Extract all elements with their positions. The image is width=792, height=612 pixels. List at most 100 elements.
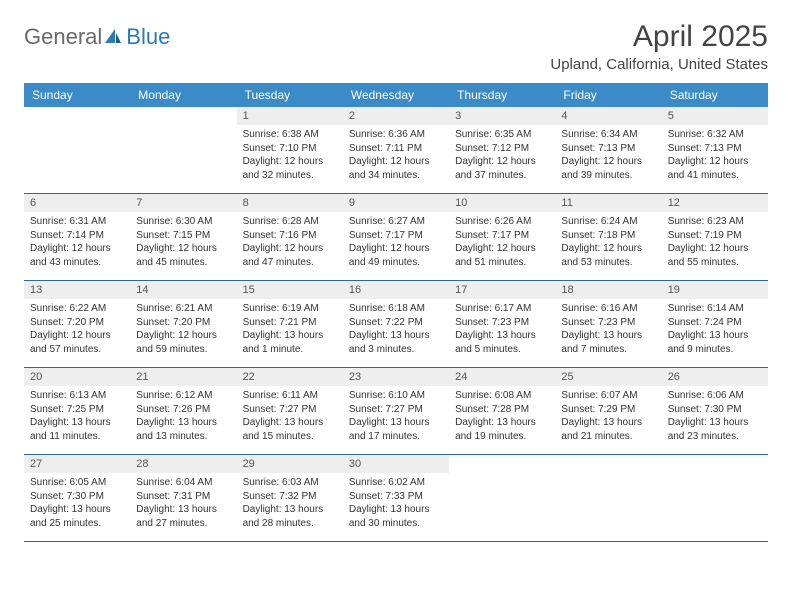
calendar-day: 1Sunrise: 6:38 AMSunset: 7:10 PMDaylight… — [237, 107, 343, 193]
logo: General Blue — [24, 24, 170, 50]
day-header: Saturday — [662, 83, 768, 107]
calendar-day — [24, 107, 130, 193]
day-content: Sunrise: 6:02 AMSunset: 7:33 PMDaylight:… — [343, 473, 449, 533]
sunrise-text: Sunrise: 6:31 AM — [30, 215, 124, 229]
day-header: Thursday — [449, 83, 555, 107]
sunset-text: Sunset: 7:14 PM — [30, 229, 124, 243]
calendar-day: 8Sunrise: 6:28 AMSunset: 7:16 PMDaylight… — [237, 194, 343, 280]
daylight-text: Daylight: 13 hours and 21 minutes. — [561, 416, 655, 443]
day-header: Monday — [130, 83, 236, 107]
sunrise-text: Sunrise: 6:38 AM — [243, 128, 337, 142]
calendar-day: 28Sunrise: 6:04 AMSunset: 7:31 PMDayligh… — [130, 455, 236, 541]
calendar-day — [449, 455, 555, 541]
day-content: Sunrise: 6:23 AMSunset: 7:19 PMDaylight:… — [662, 212, 768, 272]
calendar-week: 1Sunrise: 6:38 AMSunset: 7:10 PMDaylight… — [24, 107, 768, 194]
daylight-text: Daylight: 13 hours and 15 minutes. — [243, 416, 337, 443]
sunrise-text: Sunrise: 6:19 AM — [243, 302, 337, 316]
sunset-text: Sunset: 7:18 PM — [561, 229, 655, 243]
day-content: Sunrise: 6:13 AMSunset: 7:25 PMDaylight:… — [24, 386, 130, 446]
day-number: 28 — [130, 455, 236, 473]
day-content: Sunrise: 6:11 AMSunset: 7:27 PMDaylight:… — [237, 386, 343, 446]
day-content: Sunrise: 6:38 AMSunset: 7:10 PMDaylight:… — [237, 125, 343, 185]
sunset-text: Sunset: 7:30 PM — [30, 490, 124, 504]
sunset-text: Sunset: 7:20 PM — [136, 316, 230, 330]
sunrise-text: Sunrise: 6:22 AM — [30, 302, 124, 316]
day-content: Sunrise: 6:12 AMSunset: 7:26 PMDaylight:… — [130, 386, 236, 446]
sunset-text: Sunset: 7:29 PM — [561, 403, 655, 417]
sunset-text: Sunset: 7:22 PM — [349, 316, 443, 330]
day-content — [130, 113, 236, 119]
sunrise-text: Sunrise: 6:07 AM — [561, 389, 655, 403]
sunrise-text: Sunrise: 6:21 AM — [136, 302, 230, 316]
sunrise-text: Sunrise: 6:14 AM — [668, 302, 762, 316]
calendar-day: 23Sunrise: 6:10 AMSunset: 7:27 PMDayligh… — [343, 368, 449, 454]
day-content: Sunrise: 6:21 AMSunset: 7:20 PMDaylight:… — [130, 299, 236, 359]
day-number: 10 — [449, 194, 555, 212]
daylight-text: Daylight: 13 hours and 3 minutes. — [349, 329, 443, 356]
day-number: 21 — [130, 368, 236, 386]
daylight-text: Daylight: 13 hours and 25 minutes. — [30, 503, 124, 530]
logo-text-general: General — [24, 24, 102, 50]
sunset-text: Sunset: 7:27 PM — [243, 403, 337, 417]
day-content: Sunrise: 6:19 AMSunset: 7:21 PMDaylight:… — [237, 299, 343, 359]
day-number: 23 — [343, 368, 449, 386]
sunrise-text: Sunrise: 6:16 AM — [561, 302, 655, 316]
sunrise-text: Sunrise: 6:12 AM — [136, 389, 230, 403]
day-content — [24, 113, 130, 119]
calendar-week: 20Sunrise: 6:13 AMSunset: 7:25 PMDayligh… — [24, 368, 768, 455]
day-content: Sunrise: 6:36 AMSunset: 7:11 PMDaylight:… — [343, 125, 449, 185]
sail-icon — [103, 27, 123, 50]
daylight-text: Daylight: 13 hours and 9 minutes. — [668, 329, 762, 356]
sunset-text: Sunset: 7:12 PM — [455, 142, 549, 156]
day-header: Tuesday — [237, 83, 343, 107]
day-content: Sunrise: 6:07 AMSunset: 7:29 PMDaylight:… — [555, 386, 661, 446]
day-number: 26 — [662, 368, 768, 386]
calendar-week: 13Sunrise: 6:22 AMSunset: 7:20 PMDayligh… — [24, 281, 768, 368]
day-number: 1 — [237, 107, 343, 125]
sunset-text: Sunset: 7:10 PM — [243, 142, 337, 156]
sunset-text: Sunset: 7:25 PM — [30, 403, 124, 417]
day-header: Wednesday — [343, 83, 449, 107]
day-number: 20 — [24, 368, 130, 386]
calendar-day: 9Sunrise: 6:27 AMSunset: 7:17 PMDaylight… — [343, 194, 449, 280]
day-content: Sunrise: 6:32 AMSunset: 7:13 PMDaylight:… — [662, 125, 768, 185]
day-number: 2 — [343, 107, 449, 125]
sunset-text: Sunset: 7:30 PM — [668, 403, 762, 417]
calendar-day: 5Sunrise: 6:32 AMSunset: 7:13 PMDaylight… — [662, 107, 768, 193]
daylight-text: Daylight: 12 hours and 45 minutes. — [136, 242, 230, 269]
day-content: Sunrise: 6:35 AMSunset: 7:12 PMDaylight:… — [449, 125, 555, 185]
sunset-text: Sunset: 7:31 PM — [136, 490, 230, 504]
day-number: 5 — [662, 107, 768, 125]
sunrise-text: Sunrise: 6:13 AM — [30, 389, 124, 403]
sunrise-text: Sunrise: 6:26 AM — [455, 215, 549, 229]
sunrise-text: Sunrise: 6:24 AM — [561, 215, 655, 229]
sunrise-text: Sunrise: 6:05 AM — [30, 476, 124, 490]
day-number: 8 — [237, 194, 343, 212]
sunset-text: Sunset: 7:27 PM — [349, 403, 443, 417]
calendar-day: 21Sunrise: 6:12 AMSunset: 7:26 PMDayligh… — [130, 368, 236, 454]
day-number: 30 — [343, 455, 449, 473]
sunrise-text: Sunrise: 6:27 AM — [349, 215, 443, 229]
day-content — [555, 461, 661, 467]
day-content: Sunrise: 6:22 AMSunset: 7:20 PMDaylight:… — [24, 299, 130, 359]
daylight-text: Daylight: 12 hours and 41 minutes. — [668, 155, 762, 182]
daylight-text: Daylight: 12 hours and 43 minutes. — [30, 242, 124, 269]
sunset-text: Sunset: 7:13 PM — [668, 142, 762, 156]
daylight-text: Daylight: 13 hours and 5 minutes. — [455, 329, 549, 356]
day-number: 11 — [555, 194, 661, 212]
calendar-day: 27Sunrise: 6:05 AMSunset: 7:30 PMDayligh… — [24, 455, 130, 541]
sunset-text: Sunset: 7:13 PM — [561, 142, 655, 156]
daylight-text: Daylight: 13 hours and 28 minutes. — [243, 503, 337, 530]
sunrise-text: Sunrise: 6:10 AM — [349, 389, 443, 403]
daylight-text: Daylight: 12 hours and 59 minutes. — [136, 329, 230, 356]
daylight-text: Daylight: 13 hours and 13 minutes. — [136, 416, 230, 443]
daylight-text: Daylight: 13 hours and 7 minutes. — [561, 329, 655, 356]
sunset-text: Sunset: 7:20 PM — [30, 316, 124, 330]
sunset-text: Sunset: 7:28 PM — [455, 403, 549, 417]
sunrise-text: Sunrise: 6:04 AM — [136, 476, 230, 490]
day-number: 14 — [130, 281, 236, 299]
day-number: 3 — [449, 107, 555, 125]
sunrise-text: Sunrise: 6:23 AM — [668, 215, 762, 229]
day-content: Sunrise: 6:03 AMSunset: 7:32 PMDaylight:… — [237, 473, 343, 533]
daylight-text: Daylight: 12 hours and 47 minutes. — [243, 242, 337, 269]
